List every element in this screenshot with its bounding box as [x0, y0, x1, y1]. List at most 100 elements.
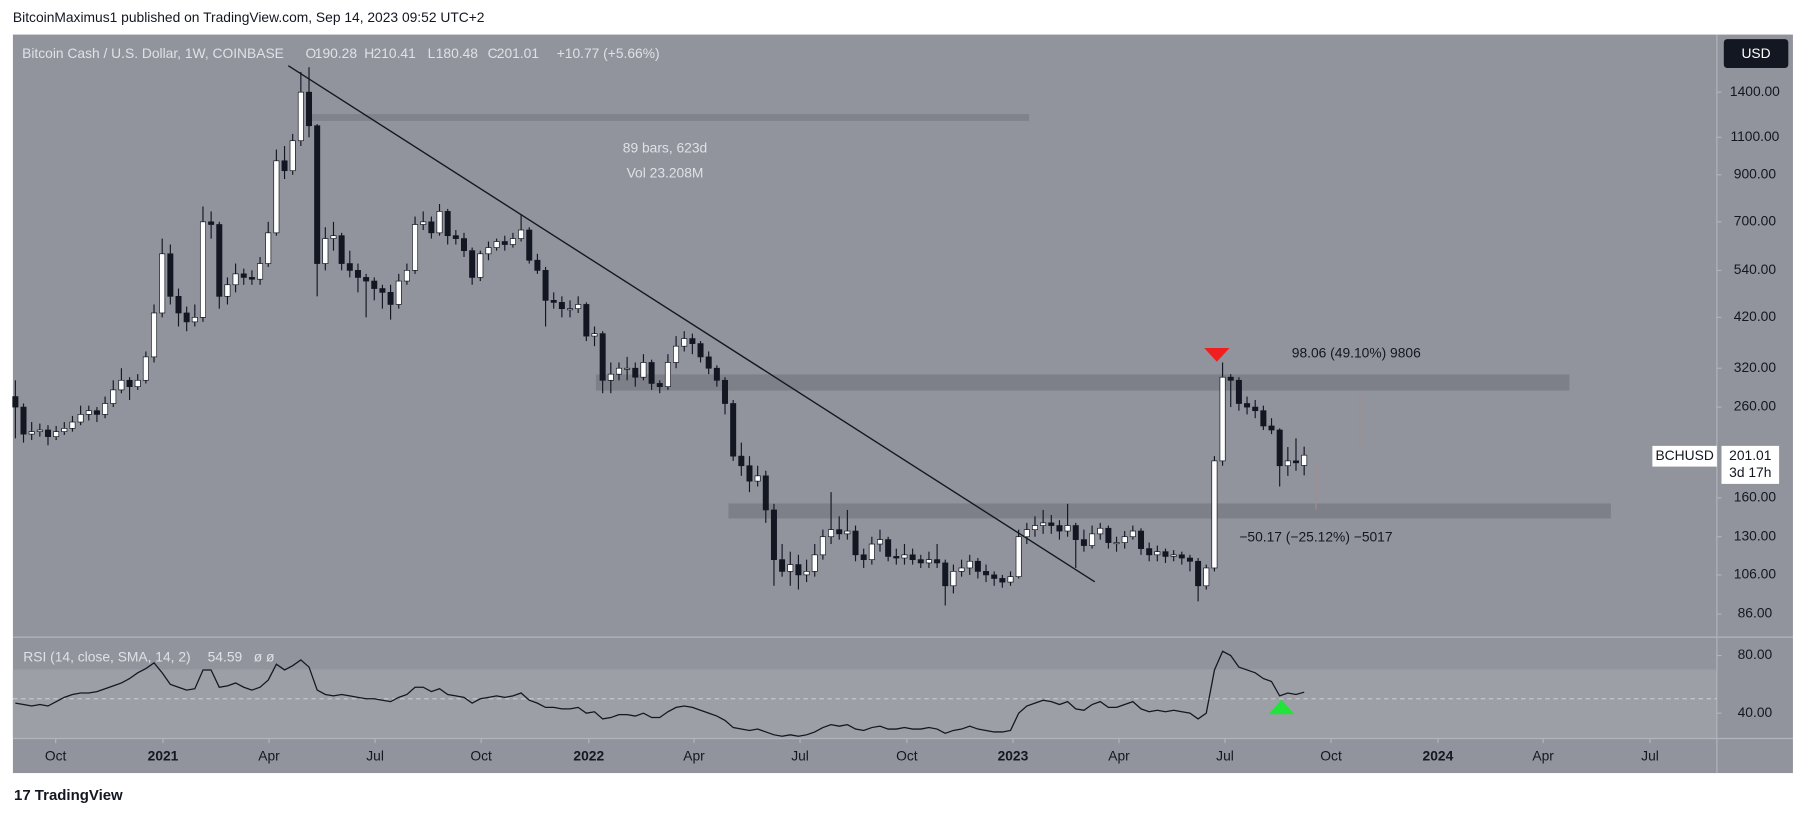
x-tick-label: Oct	[45, 748, 67, 764]
candle-body	[542, 270, 549, 301]
candle-body	[248, 277, 255, 280]
candle-body	[509, 238, 516, 245]
candle-body	[85, 410, 92, 415]
x-tick-label: Jul	[1641, 748, 1659, 764]
candle-body	[126, 379, 133, 387]
candle-body	[991, 574, 998, 579]
candle-body	[567, 308, 574, 311]
candle-body	[281, 160, 288, 172]
candle-body	[387, 292, 394, 305]
candle-body	[289, 140, 296, 172]
candle-body	[958, 567, 965, 572]
x-tick-label: Oct	[470, 748, 492, 764]
y-tick-label: 86.00	[1738, 605, 1773, 621]
candle-body	[257, 263, 264, 280]
y-tick-label: 260.00	[1734, 398, 1777, 414]
candle-body	[819, 536, 826, 556]
candle-body	[689, 338, 696, 344]
candle-body	[354, 270, 361, 278]
x-tick-label: Apr	[683, 748, 705, 764]
candle-body	[371, 280, 378, 289]
candle-body	[1219, 376, 1226, 462]
candle-body	[1064, 525, 1071, 532]
candle-body	[191, 317, 198, 323]
candle-body	[28, 431, 35, 435]
candle-body	[420, 221, 427, 225]
countdown: 3d 17h	[1729, 464, 1771, 480]
candle-body	[1040, 522, 1047, 526]
candle-body	[167, 253, 174, 297]
y-tick-label: 320.00	[1734, 359, 1777, 375]
candle-body	[1031, 525, 1038, 531]
x-tick-label: Jul	[366, 748, 384, 764]
zone-top	[311, 114, 1030, 121]
y-tick-label: 106.00	[1734, 566, 1777, 582]
candle-body	[330, 235, 337, 239]
candle-body	[860, 554, 867, 560]
rsi-title: RSI (14, close, SMA, 14, 2)	[23, 649, 190, 665]
annotation: 89 bars, 623d	[623, 139, 707, 155]
candle-body	[779, 559, 786, 572]
candle-body	[1227, 376, 1234, 381]
candle-body	[265, 232, 272, 264]
candle-body	[1235, 379, 1242, 404]
candle-body	[1089, 533, 1096, 546]
candle-body	[77, 414, 84, 423]
publish-line: BitcoinMaximus1 published on TradingView…	[13, 9, 485, 25]
candle-body	[297, 91, 304, 142]
candle-body	[412, 224, 419, 271]
candle-body	[1276, 429, 1283, 467]
candle-body	[460, 238, 467, 251]
y-tick-label: 1400.00	[1730, 83, 1780, 99]
candle-body	[1072, 525, 1079, 540]
candle-body	[485, 247, 492, 255]
price-tag-label: 201.01	[1729, 447, 1771, 463]
candle-body	[697, 343, 704, 358]
y-tick-label: 420.00	[1734, 308, 1777, 324]
currency-label[interactable]: USD	[1741, 45, 1770, 61]
ohlc-letter: C	[488, 45, 498, 61]
currency-button[interactable]	[1723, 39, 1789, 68]
candle-body	[934, 559, 941, 564]
candle-body	[142, 356, 149, 381]
candle-body	[844, 530, 851, 535]
rsi-extra: ø ø	[254, 649, 275, 665]
candle-body	[713, 367, 720, 381]
candle-body	[917, 559, 924, 564]
candle-body	[110, 389, 117, 404]
candle-body	[1097, 527, 1104, 535]
x-tick-label: 2022	[573, 748, 604, 764]
candle-body	[477, 253, 484, 278]
candle-body	[346, 263, 353, 271]
candle-body	[395, 280, 402, 305]
candle-body	[591, 333, 598, 337]
x-tick-label: 2024	[1423, 748, 1454, 764]
candle-body	[199, 221, 206, 318]
candle-body	[656, 383, 663, 387]
candle-body	[44, 429, 51, 437]
candle-body	[216, 224, 223, 297]
candle-body	[232, 273, 239, 286]
annotation: −50.17 (−25.12%) −5017	[1239, 529, 1392, 545]
y-tick-label: 80.00	[1738, 646, 1773, 662]
candle-body	[159, 253, 166, 314]
x-tick-label: Oct	[896, 748, 918, 764]
candle-body	[615, 367, 622, 375]
rsi-band	[12, 670, 1717, 739]
y-tick-label: 1100.00	[1730, 128, 1779, 144]
candle-body	[1178, 554, 1185, 559]
symbol-title: Bitcoin Cash / U.S. Dollar, 1W, COINBASE	[22, 45, 284, 61]
x-tick-label: Apr	[1532, 748, 1554, 764]
candle-body	[942, 562, 949, 587]
candle-body	[746, 465, 753, 482]
rsi-value: 54.59	[208, 649, 243, 665]
candle-body	[681, 338, 688, 347]
candle-body	[224, 284, 231, 297]
candle-body	[705, 356, 712, 369]
candle-body	[1007, 576, 1014, 583]
candle-body	[762, 475, 769, 511]
candle-body	[526, 229, 533, 261]
trendline	[287, 65, 1096, 583]
candle-body	[1268, 425, 1275, 431]
